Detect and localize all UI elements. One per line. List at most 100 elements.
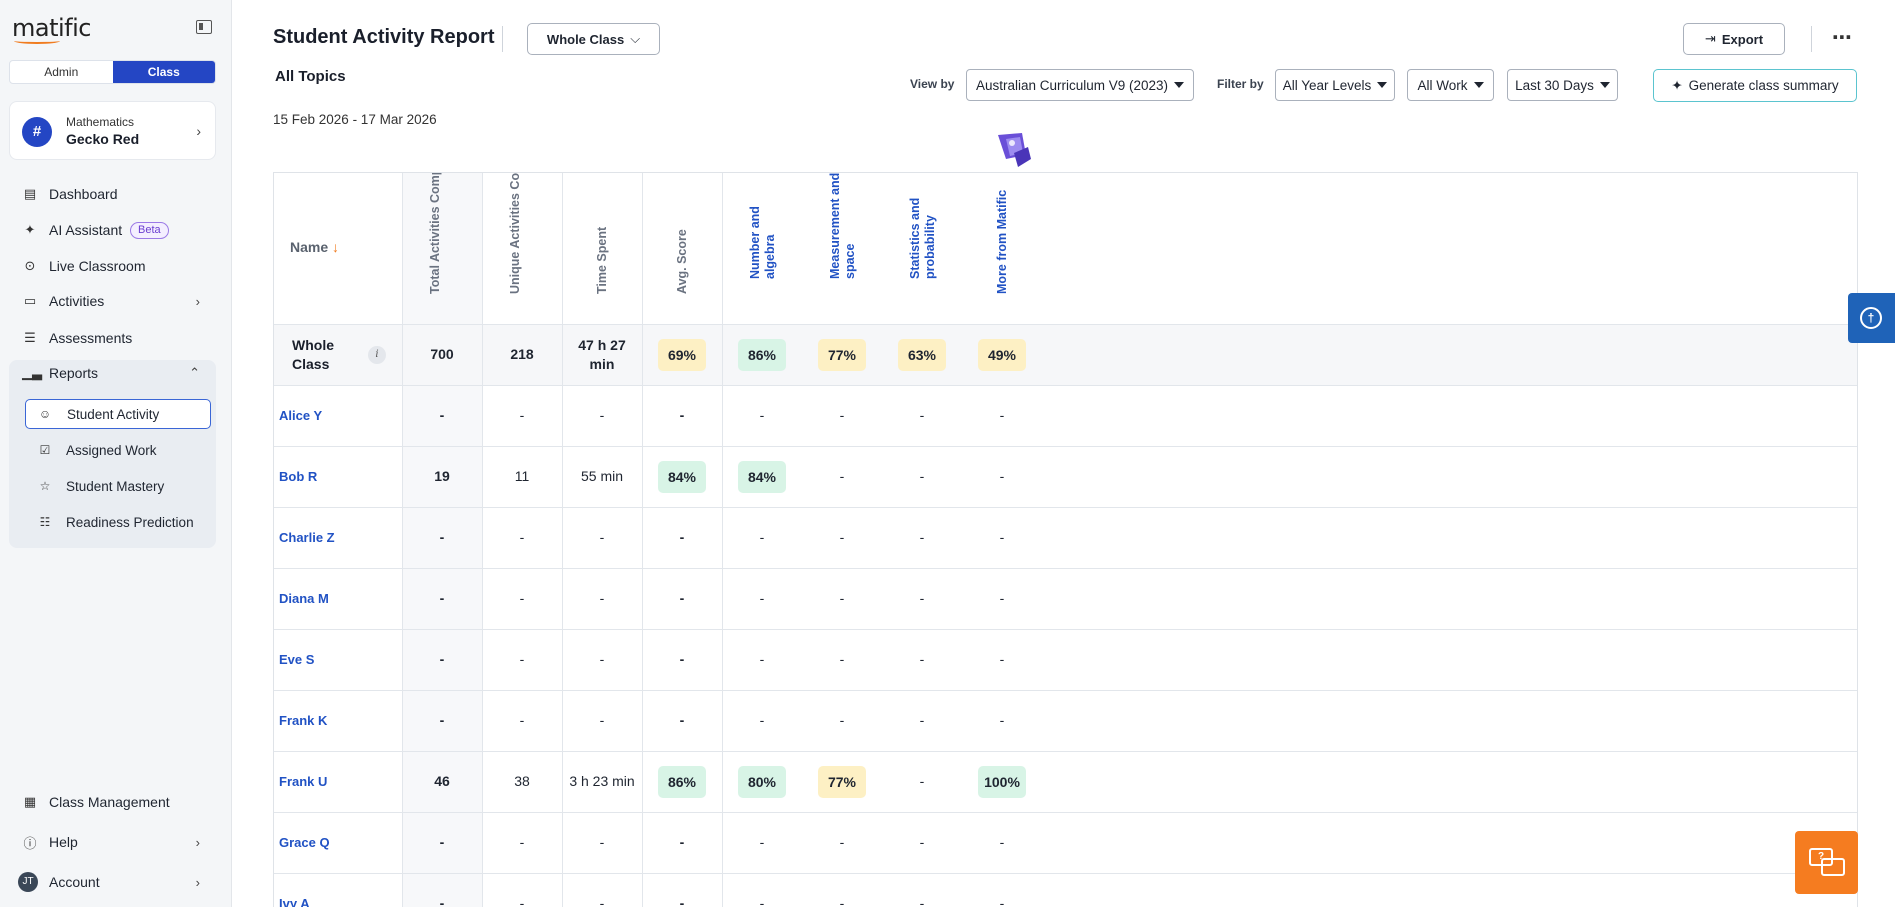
chevron-right-icon: › bbox=[195, 293, 200, 309]
account-avatar: JT bbox=[18, 872, 38, 892]
role-switch: Admin Class bbox=[9, 60, 216, 84]
cell-total: - bbox=[439, 590, 445, 606]
export-icon: ⇥ bbox=[1704, 31, 1716, 46]
work-dropdown[interactable]: All Work bbox=[1407, 69, 1494, 101]
nav-ai-assistant[interactable]: ✦ AI Assistant Beta bbox=[0, 214, 232, 246]
col-time-spent[interactable]: Time Spent bbox=[569, 173, 635, 325]
student-name-link[interactable]: Grace Q bbox=[279, 835, 330, 850]
year-level-dropdown[interactable]: All Year Levels bbox=[1275, 69, 1395, 101]
whole-time: 47 h 27 min bbox=[578, 337, 626, 372]
student-name-link[interactable]: Eve S bbox=[279, 652, 315, 667]
curriculum-value: Australian Curriculum V9 (2023) bbox=[975, 77, 1169, 93]
matific-logo[interactable]: matific bbox=[12, 14, 91, 44]
scope-dropdown[interactable]: Whole Class ⌵ bbox=[527, 23, 660, 55]
more-options-icon[interactable]: ⋯ bbox=[1832, 27, 1853, 49]
nav-assessments[interactable]: ☰ Assessments bbox=[0, 322, 232, 354]
nav-live-classroom[interactable]: ⊙ Live Classroom bbox=[0, 250, 232, 282]
whole-statistics-score: 63% bbox=[898, 339, 946, 371]
curriculum-dropdown[interactable]: Australian Curriculum V9 (2023) bbox=[966, 69, 1194, 101]
class-icon: ▦ bbox=[23, 794, 37, 809]
date-range-dropdown[interactable]: Last 30 Days bbox=[1507, 69, 1618, 101]
whole-avg-score: 69% bbox=[658, 339, 706, 371]
nav-label: Activities bbox=[49, 293, 105, 309]
col-avg-score[interactable]: Avg. Score bbox=[649, 173, 715, 325]
cell-number: - bbox=[759, 712, 765, 728]
nav-help[interactable]: ⓘ Help › bbox=[0, 826, 232, 858]
chat-question-icon: ? bbox=[1809, 848, 1833, 866]
cell-total: - bbox=[439, 834, 445, 850]
name-column-header[interactable]: Name ↓ bbox=[290, 239, 339, 255]
col-number-algebra[interactable]: Number and algebra bbox=[729, 173, 795, 325]
sub-item-student-mastery[interactable]: ☆ Student Mastery bbox=[16, 471, 202, 501]
caret-down-icon bbox=[1174, 82, 1185, 88]
cell-avg: 86% bbox=[658, 766, 706, 798]
col-unique-activities[interactable]: Unique Activities Completed bbox=[489, 173, 555, 325]
whole-number-score: 86% bbox=[738, 339, 786, 371]
cell-total: - bbox=[439, 712, 445, 728]
student-name-link[interactable]: Diana M bbox=[279, 591, 329, 606]
cell-more: - bbox=[999, 529, 1005, 545]
col-label: More from Matific bbox=[995, 189, 1009, 294]
scope-label: Whole Class bbox=[546, 31, 625, 47]
cell-number: - bbox=[759, 590, 765, 606]
chat-button[interactable]: ? bbox=[1795, 831, 1858, 894]
work-value: All Work bbox=[1417, 77, 1468, 93]
cell-statistics: - bbox=[919, 468, 925, 484]
col-statistics-probability[interactable]: Statistics and probability bbox=[889, 173, 955, 325]
cell-statistics: - bbox=[919, 895, 925, 907]
chevron-right-icon: › bbox=[196, 123, 201, 139]
accessibility-button[interactable]: † bbox=[1848, 293, 1895, 343]
cell-unique: - bbox=[519, 590, 525, 606]
cell-statistics: - bbox=[919, 590, 925, 606]
generate-summary-button[interactable]: ✦ Generate class summary bbox=[1653, 69, 1857, 102]
nav-class-management[interactable]: ▦ Class Management bbox=[0, 786, 232, 818]
export-button[interactable]: ⇥ Export bbox=[1683, 23, 1785, 55]
cell-total: - bbox=[439, 895, 445, 907]
class-tab[interactable]: Class bbox=[112, 61, 215, 83]
cell-statistics: - bbox=[919, 651, 925, 667]
toggles-icon: ☷ bbox=[39, 515, 51, 529]
class-selector[interactable]: # Mathematics Gecko Red › bbox=[9, 101, 216, 160]
nav-reports[interactable]: ▁▃ Reports ⌃ bbox=[0, 357, 232, 389]
date-range: 15 Feb 2026 - 17 Mar 2026 bbox=[273, 112, 437, 127]
cell-unique: - bbox=[519, 407, 525, 423]
sidebar: matific Admin Class # Mathematics Gecko … bbox=[0, 0, 232, 907]
cell-measurement: - bbox=[839, 651, 845, 667]
col-total-activities[interactable]: Total Activities Completed bbox=[409, 173, 475, 325]
sort-down-icon: ↓ bbox=[332, 239, 340, 255]
cell-more: - bbox=[999, 834, 1005, 850]
accessibility-icon: † bbox=[1860, 307, 1882, 329]
nav-label: Live Classroom bbox=[49, 258, 146, 274]
filter-by-label: Filter by bbox=[1217, 77, 1264, 91]
student-name-link[interactable]: Bob R bbox=[279, 469, 318, 484]
date-range-value: Last 30 Days bbox=[1515, 77, 1594, 93]
col-measurement-space[interactable]: Measurement and space bbox=[809, 173, 875, 325]
student-name-link[interactable]: Frank U bbox=[279, 774, 328, 789]
cell-number: - bbox=[759, 407, 765, 423]
class-name: Gecko Red bbox=[66, 131, 140, 147]
col-more-matific[interactable]: More from Matific bbox=[969, 173, 1035, 325]
admin-tab[interactable]: Admin bbox=[44, 65, 79, 79]
calendar-check-icon: ☑ bbox=[39, 443, 51, 457]
student-name-link[interactable]: Ivy A bbox=[279, 896, 310, 907]
sub-item-student-activity[interactable]: ☺ Student Activity bbox=[25, 399, 211, 429]
bar-chart-icon: ▁▃ bbox=[22, 365, 42, 380]
caret-down-icon bbox=[1473, 82, 1484, 88]
cell-number: 80% bbox=[738, 766, 786, 798]
activity-table: Name ↓ Total Activities Completed Unique… bbox=[273, 172, 1858, 907]
nav-dashboard[interactable]: ▤ Dashboard bbox=[0, 178, 232, 210]
info-icon[interactable]: i bbox=[368, 346, 386, 364]
chevron-right-icon: › bbox=[195, 834, 200, 850]
sub-item-readiness-prediction[interactable]: ☷ Readiness Prediction bbox=[16, 507, 202, 537]
student-name-link[interactable]: Alice Y bbox=[279, 408, 323, 423]
collapse-sidebar-icon[interactable] bbox=[196, 20, 212, 34]
page-title: Student Activity Report bbox=[273, 26, 495, 48]
cell-avg: 84% bbox=[658, 461, 706, 493]
nav-account[interactable]: Account › bbox=[0, 866, 232, 898]
nav-label: Help bbox=[49, 834, 78, 850]
sub-item-assigned-work[interactable]: ☑ Assigned Work bbox=[16, 435, 202, 465]
student-name-link[interactable]: Charlie Z bbox=[279, 530, 335, 545]
student-name-link[interactable]: Frank K bbox=[279, 713, 328, 728]
whole-more-score: 49% bbox=[978, 339, 1026, 371]
nav-activities[interactable]: ▭ Activities › bbox=[0, 285, 232, 317]
